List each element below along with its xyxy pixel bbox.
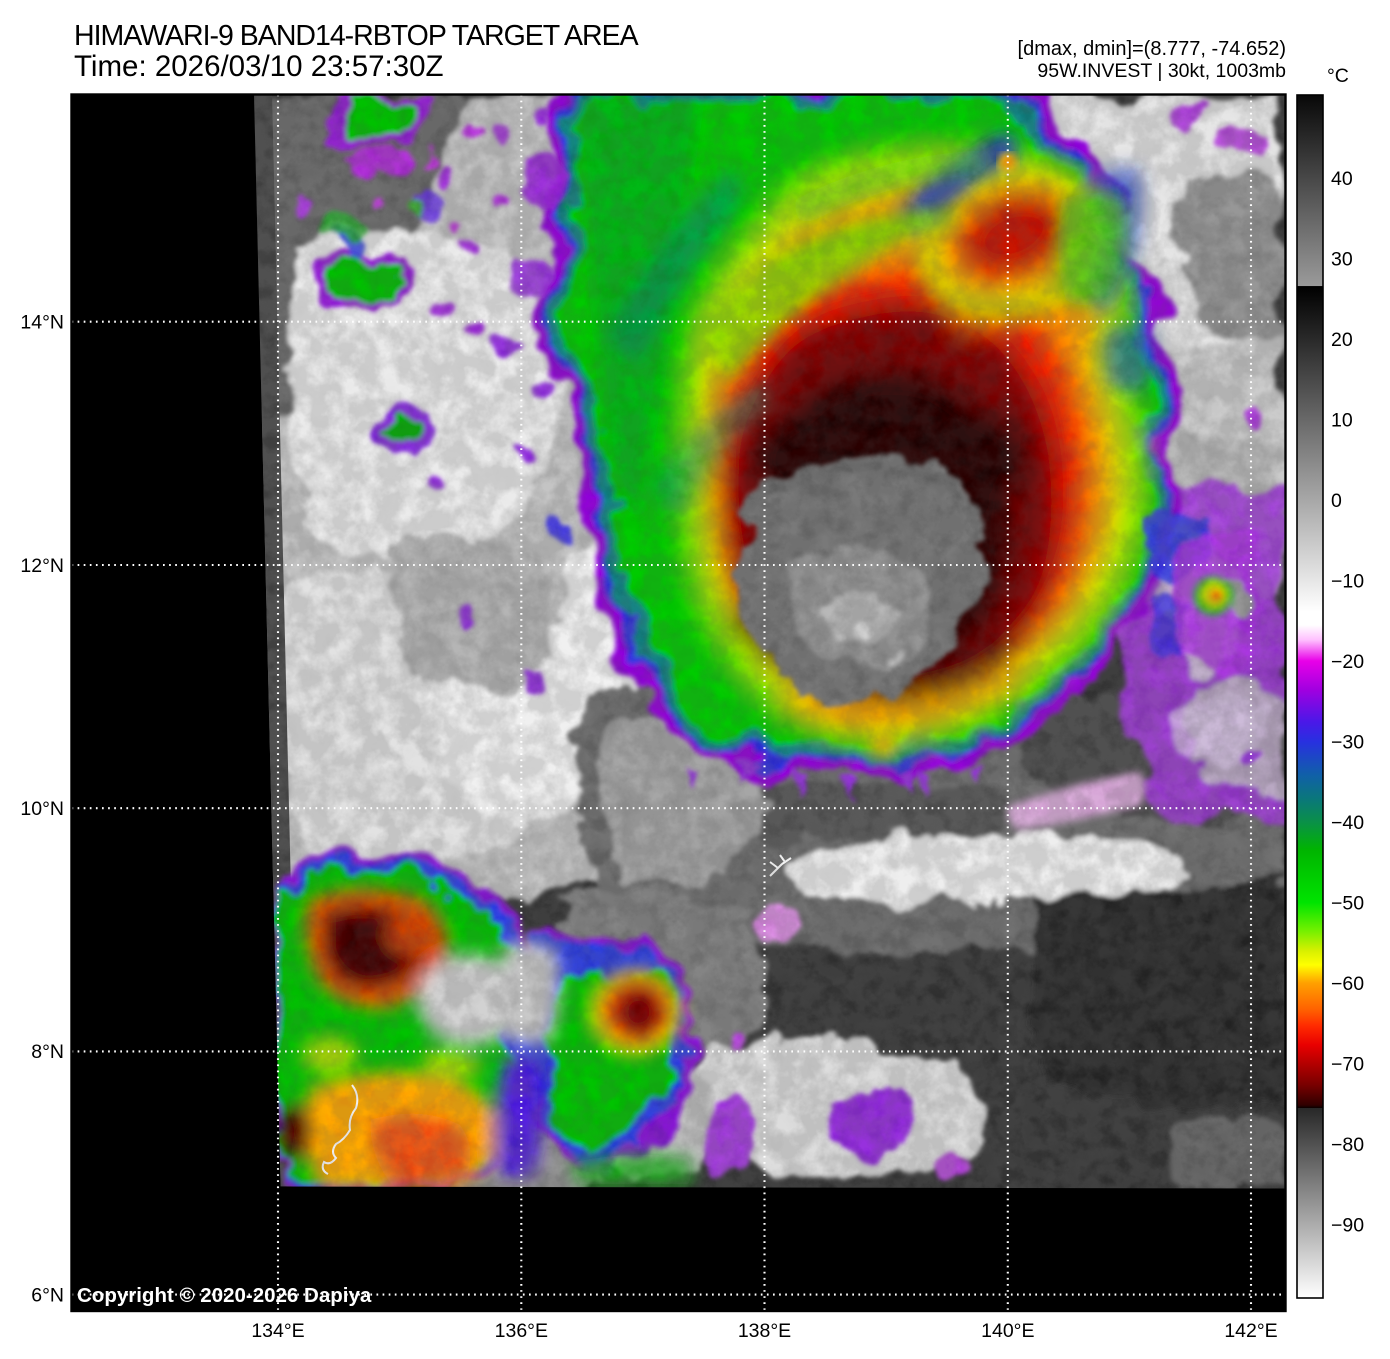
svg-text:14°N: 14°N	[20, 312, 64, 334]
svg-text:138°E: 138°E	[738, 1320, 791, 1342]
svg-text:−90: −90	[1331, 1215, 1364, 1237]
svg-text:140°E: 140°E	[981, 1320, 1034, 1342]
svg-text:−60: −60	[1331, 973, 1364, 995]
svg-text:12°N: 12°N	[20, 555, 64, 577]
svg-text:Time: 2026/03/10 23:57:30Z: Time: 2026/03/10 23:57:30Z	[74, 50, 444, 83]
svg-text:HIMAWARI-9 BAND14-RBTOP TARGET: HIMAWARI-9 BAND14-RBTOP TARGET AREA	[74, 20, 639, 52]
svg-text:20: 20	[1331, 329, 1353, 351]
svg-text:142°E: 142°E	[1224, 1320, 1277, 1342]
svg-text:8°N: 8°N	[31, 1041, 64, 1063]
svg-text:136°E: 136°E	[495, 1320, 548, 1342]
svg-text:134°E: 134°E	[251, 1320, 304, 1342]
svg-text:10°N: 10°N	[20, 798, 64, 820]
svg-text:°C: °C	[1327, 65, 1349, 87]
svg-text:30: 30	[1331, 249, 1353, 271]
svg-text:10: 10	[1331, 410, 1353, 432]
svg-text:Copyright © 2020-2026 Dapiya: Copyright © 2020-2026 Dapiya	[77, 1284, 372, 1307]
svg-text:−40: −40	[1331, 812, 1364, 834]
svg-text:0: 0	[1331, 490, 1342, 512]
svg-text:−70: −70	[1331, 1054, 1364, 1076]
svg-text:95W.INVEST | 30kt, 1003mb: 95W.INVEST | 30kt, 1003mb	[1037, 60, 1286, 82]
svg-text:−20: −20	[1331, 651, 1364, 673]
svg-text:40: 40	[1331, 168, 1353, 190]
svg-text:−30: −30	[1331, 732, 1364, 754]
svg-text:−80: −80	[1331, 1134, 1364, 1156]
svg-text:−50: −50	[1331, 893, 1364, 915]
svg-text:−10: −10	[1331, 571, 1364, 593]
svg-text:6°N: 6°N	[31, 1284, 64, 1306]
svg-text:[dmax, dmin]=(8.777, -74.652): [dmax, dmin]=(8.777, -74.652)	[1018, 38, 1286, 60]
